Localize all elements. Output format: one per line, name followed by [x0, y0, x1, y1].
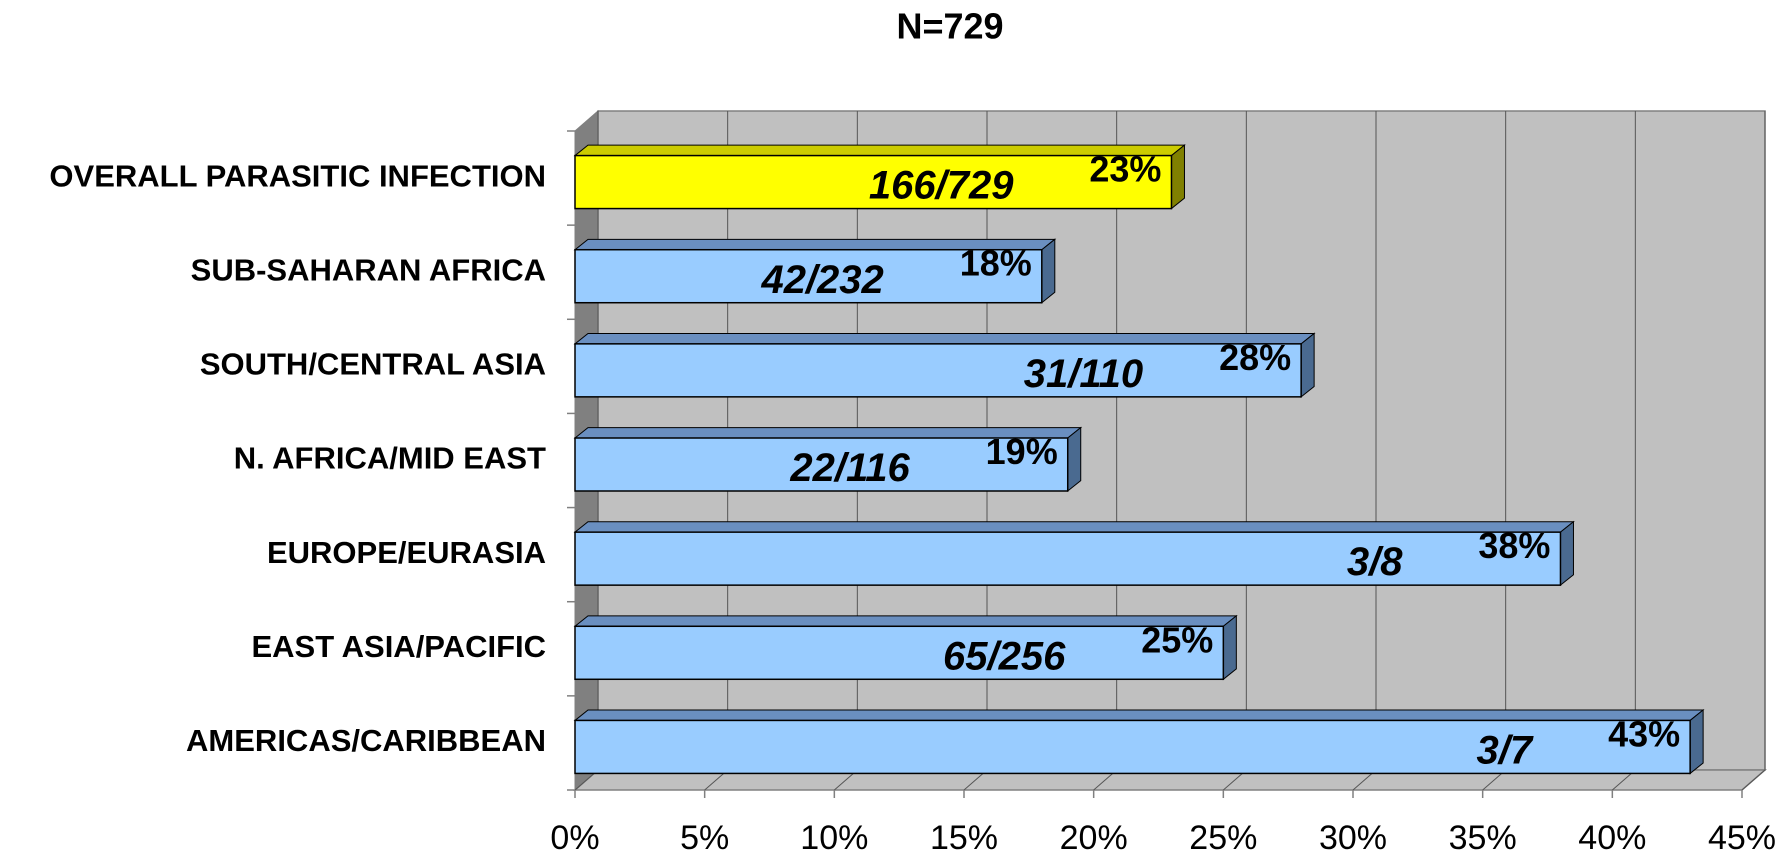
- bar: [574, 437, 1069, 492]
- bar-side: [1067, 426, 1082, 493]
- category-label: SOUTH/CENTRAL ASIA: [200, 347, 546, 382]
- bar-top: [573, 709, 1705, 721]
- value-label: 18%: [960, 243, 1032, 284]
- x-tick-label: 45%: [1708, 819, 1776, 851]
- bar-side: [1559, 520, 1574, 587]
- x-tick-label: 20%: [1060, 819, 1128, 851]
- annotation: 22/116: [789, 446, 910, 490]
- annotation: 42/232: [760, 258, 883, 302]
- bar: [574, 248, 1043, 304]
- value-label: 38%: [1478, 525, 1550, 566]
- bar-side: [1041, 238, 1056, 304]
- value-label: 19%: [986, 431, 1058, 472]
- annotation: 166/729: [869, 164, 1014, 208]
- value-label: 43%: [1608, 713, 1680, 754]
- annotation: 3/7: [1477, 728, 1534, 772]
- category-label: EUROPE/EURASIA: [267, 535, 546, 570]
- bar-side: [1222, 614, 1237, 681]
- x-tick-label: 5%: [680, 819, 729, 851]
- bar-top: [573, 521, 1575, 533]
- annotation: 65/256: [943, 634, 1066, 678]
- bar: [574, 719, 1691, 775]
- bar-top: [573, 332, 1316, 345]
- category-label: AMERICAS/CARIBBEAN: [186, 723, 546, 758]
- bar-side: [1689, 708, 1704, 775]
- bar-top: [573, 615, 1238, 627]
- value-label: 25%: [1141, 619, 1213, 660]
- x-tick-label: 30%: [1319, 819, 1387, 851]
- x-tick-label: 25%: [1189, 819, 1257, 851]
- bar-side: [1300, 332, 1315, 398]
- bar: [574, 154, 1173, 210]
- category-label: EAST ASIA/PACIFIC: [251, 629, 546, 664]
- bar: [574, 343, 1302, 398]
- x-tick-label: 40%: [1578, 819, 1646, 851]
- annotation: 31/110: [1024, 352, 1143, 396]
- x-tick-label: 15%: [930, 819, 998, 851]
- category-label: SUB-SAHARAN AFRICA: [191, 252, 546, 287]
- value-label: 23%: [1089, 149, 1161, 190]
- chart-title: N=729: [896, 6, 1003, 47]
- x-tick-label: 0%: [550, 819, 599, 851]
- bar: [574, 531, 1562, 586]
- x-tick-label: 10%: [800, 819, 868, 851]
- value-label: 28%: [1219, 337, 1291, 378]
- bar: [574, 625, 1225, 681]
- x-tick-label: 35%: [1449, 819, 1517, 851]
- category-label: OVERALL PARASITIC INFECTION: [49, 158, 546, 193]
- annotation: 3/8: [1347, 540, 1403, 584]
- category-label: N. AFRICA/MID EAST: [234, 441, 546, 476]
- bar-side: [1170, 144, 1185, 210]
- floor-grid-line: [1741, 769, 1766, 791]
